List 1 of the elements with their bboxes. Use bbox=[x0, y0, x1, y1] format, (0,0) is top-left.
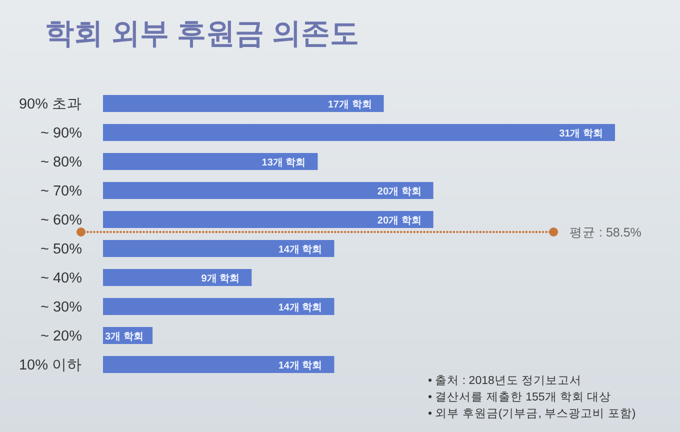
title: 학회 외부 후원금 의존도 bbox=[45, 18, 360, 50]
